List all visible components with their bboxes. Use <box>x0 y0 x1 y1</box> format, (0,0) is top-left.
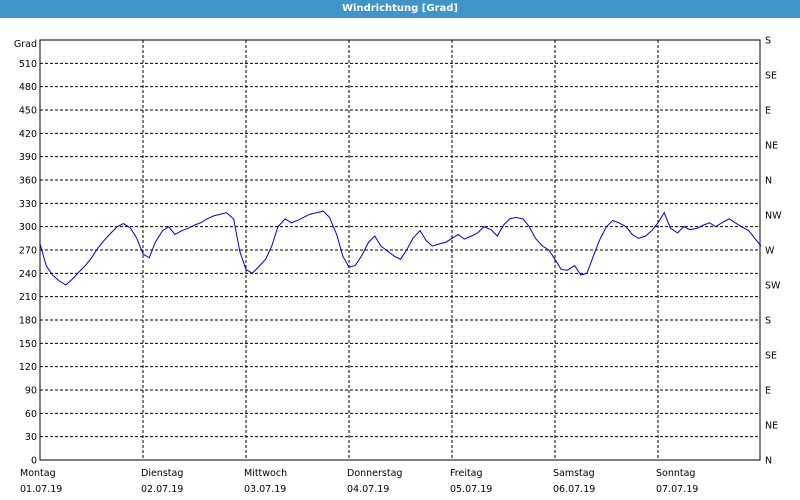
y-tick-label: 300 <box>19 222 37 233</box>
compass-tick-label: SE <box>765 71 777 82</box>
y-tick-label: 390 <box>19 152 37 163</box>
series-line <box>39 210 762 286</box>
x-tick-day: Samstag <box>553 468 595 479</box>
compass-tick-label: NW <box>765 211 782 222</box>
x-tick-day: Freitag <box>450 468 483 479</box>
y-tick-label: 480 <box>19 82 37 93</box>
compass-tick-label: NE <box>765 421 778 432</box>
compass-tick-label: SW <box>765 281 781 292</box>
y-tick-label: 360 <box>19 176 37 187</box>
x-tick-date: 04.07.19 <box>347 484 389 495</box>
x-tick-day: Montag <box>20 468 56 479</box>
x-tick-day: Mittwoch <box>244 468 287 479</box>
y-tick-label: 150 <box>19 339 37 350</box>
y-axis-label: Grad <box>14 39 37 50</box>
x-tick-day: Sonntag <box>656 468 695 479</box>
y-tick-label: 510 <box>19 59 37 70</box>
compass-tick-label: N <box>765 176 772 187</box>
y-axis-ticks: 0 30 60 90 120 150 180 210 240 270 300 330 360 390 420… <box>19 59 37 467</box>
y-tick-label: 0 <box>31 456 37 467</box>
compass-tick-label: S <box>765 316 771 327</box>
y-tick-label: 180 <box>19 316 37 327</box>
window-title: Windrichtung [Grad] <box>0 0 800 18</box>
x-tick-date: 03.07.19 <box>244 484 286 495</box>
y-tick-label: 120 <box>19 362 37 373</box>
y-tick-label: 270 <box>19 246 37 257</box>
y-tick-label: 60 <box>25 409 37 420</box>
x-tick-date: 02.07.19 <box>141 484 183 495</box>
x-axis-ticks: Montag 01.07.19 Dienstag 02.07.19 Mittwoch 03… <box>20 468 698 495</box>
x-tick-date: 06.07.19 <box>553 484 595 495</box>
compass-axis-ticks: N NE E SE S SW W NW N NE E SE S <box>765 36 782 467</box>
x-tick-date: 07.07.19 <box>656 484 698 495</box>
y-tick-label: 450 <box>19 106 37 117</box>
y-tick-label: 420 <box>19 129 37 140</box>
y-tick-label: 90 <box>25 386 37 397</box>
x-tick-day: Dienstag <box>141 468 183 479</box>
y-tick-label: 30 <box>25 432 37 443</box>
y-tick-label: 240 <box>19 269 37 280</box>
compass-tick-label: E <box>765 106 771 117</box>
compass-tick-label: NE <box>765 141 778 152</box>
series-group <box>39 210 762 286</box>
compass-tick-label: S <box>765 36 771 47</box>
compass-tick-label: W <box>765 246 775 257</box>
compass-tick-label: SE <box>765 351 777 362</box>
plot-frame <box>39 39 761 461</box>
x-tick-date: 01.07.19 <box>20 484 62 495</box>
x-tick-day: Donnerstag <box>347 468 402 479</box>
y-tick-label: 330 <box>19 199 37 210</box>
compass-tick-label: N <box>765 456 772 467</box>
x-tick-date: 05.07.19 <box>450 484 492 495</box>
y-tick-label: 210 <box>19 292 37 303</box>
compass-tick-label: E <box>765 386 771 397</box>
grid-lines <box>40 40 760 460</box>
